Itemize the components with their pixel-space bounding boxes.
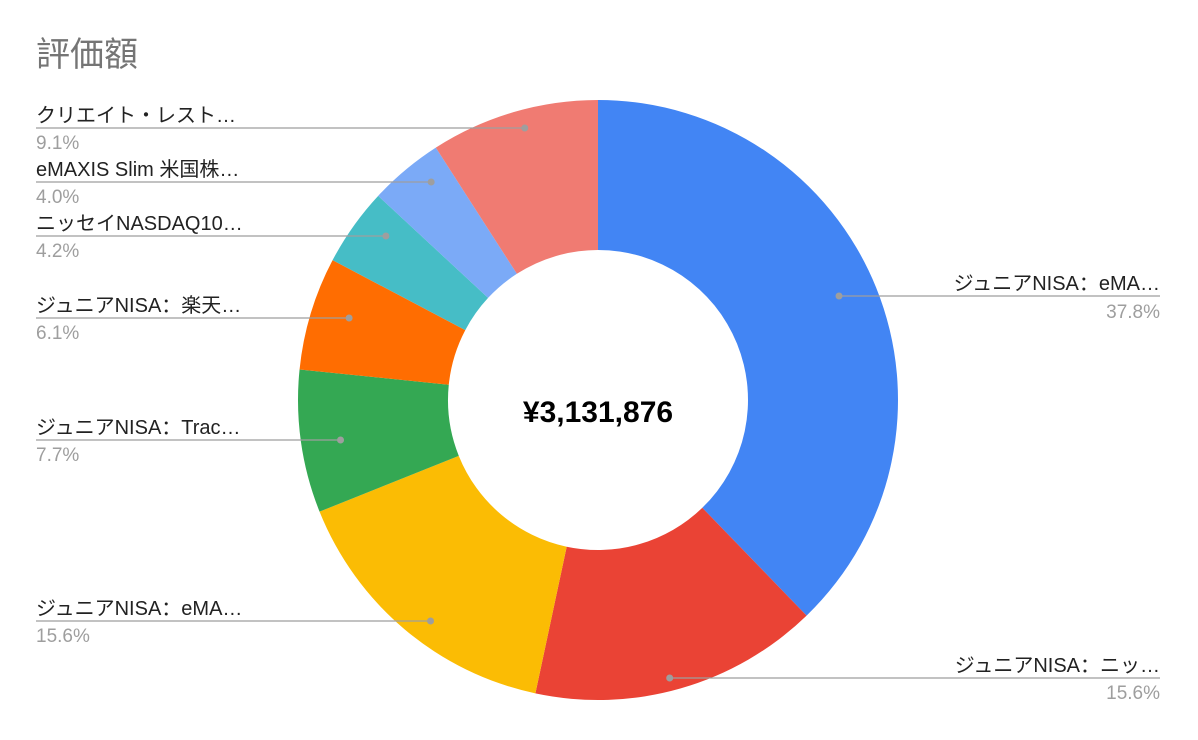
slice-label-3: ジュニアNISA：eMA… — [36, 598, 242, 620]
slice-label-8: クリエイト・レスト… — [36, 104, 236, 127]
chart-title: 評価額 — [36, 36, 138, 74]
slice-percent-5: 6.1% — [36, 323, 79, 344]
center-total-value: ¥3,131,876 — [523, 396, 673, 429]
slice-label-6: ニッセイNASDAQ10… — [36, 213, 243, 235]
slice-6 — [332, 195, 489, 331]
slice-percent-1: 37.8% — [1106, 302, 1160, 323]
slice-percent-6: 4.2% — [36, 241, 79, 262]
leader-dot-6 — [382, 232, 390, 240]
slice-5 — [299, 260, 466, 385]
slice-4 — [298, 369, 459, 512]
slice-label-5: ジュニアNISA：楽天… — [36, 294, 241, 317]
slice-1 — [598, 100, 898, 616]
slice-label-4: ジュニアNISA：Trac… — [36, 417, 241, 439]
leader-dot-4 — [337, 436, 345, 444]
slice-label-7: eMAXIS Slim 米国株… — [36, 158, 239, 181]
slice-label-1: ジュニアNISA：eMA… — [954, 273, 1160, 295]
slice-label-2: ジュニアNISA：ニッ… — [955, 655, 1160, 677]
slice-3 — [319, 455, 567, 694]
slice-percent-4: 7.7% — [36, 445, 79, 466]
slices-group — [298, 100, 898, 700]
leader-dot-8 — [521, 124, 529, 132]
leader-lines-group — [36, 124, 1160, 682]
slice-2 — [535, 507, 807, 700]
slice-percent-7: 4.0% — [36, 187, 79, 208]
labels-group: ジュニアNISA：eMA… 37.8% ジュニアNISA：ニッ… 15.6% ジュニアN… — [36, 104, 1160, 704]
slice-percent-8: 9.1% — [36, 133, 79, 154]
leader-dot-2 — [666, 674, 674, 682]
leader-dot-7 — [427, 178, 435, 186]
slice-percent-2: 15.6% — [1106, 683, 1160, 704]
leader-dot-3 — [427, 617, 435, 625]
slice-percent-3: 15.6% — [36, 626, 90, 647]
leader-dot-5 — [345, 314, 353, 322]
leader-dot-1 — [835, 292, 843, 300]
slice-8 — [435, 100, 598, 274]
slice-7 — [378, 147, 517, 298]
